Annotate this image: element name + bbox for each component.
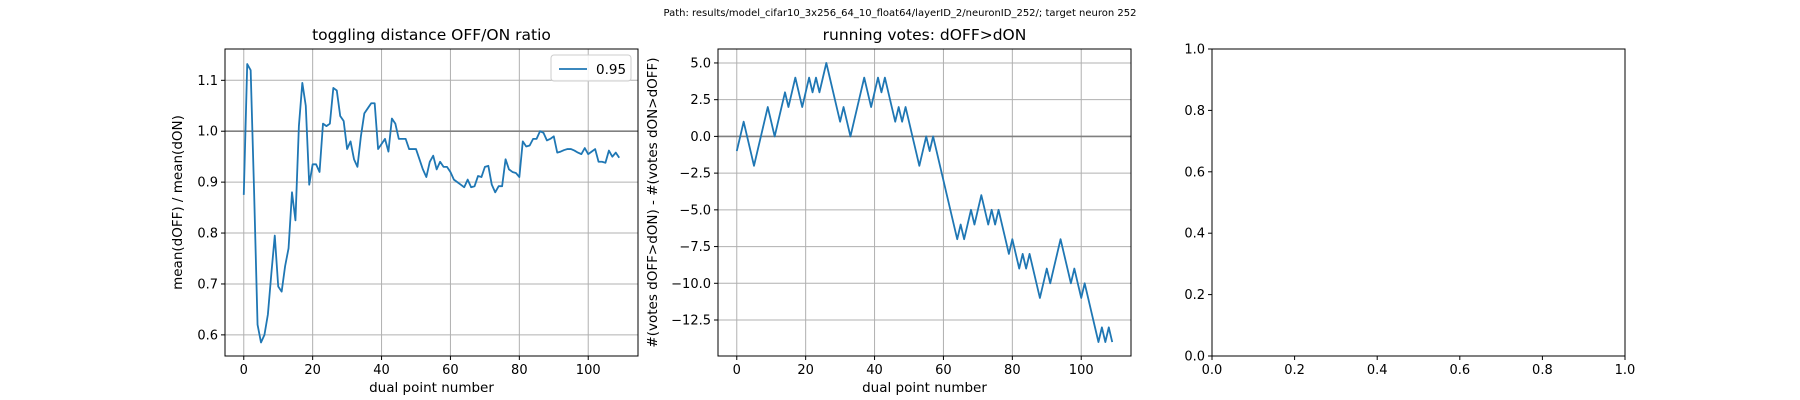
y-axis-label: mean(dOFF) / mean(dON)	[170, 115, 186, 290]
y-tick-label: −2.5	[679, 167, 711, 182]
x-tick-label: 0.0	[1202, 363, 1223, 378]
x-tick-label: 100	[1069, 363, 1094, 378]
x-tick-label: 0.8	[1532, 363, 1553, 378]
x-tick-label: 40	[373, 363, 390, 378]
x-tick-label: 1.0	[1615, 363, 1636, 378]
y-tick-label: −10.0	[671, 277, 711, 292]
x-tick-label: 60	[935, 363, 952, 378]
axes-frame	[717, 48, 1132, 357]
chart-title: running votes: dOFF>dON	[823, 26, 1027, 44]
y-tick-label: 0.8	[1184, 104, 1205, 119]
y-tick-label: 0.6	[197, 328, 218, 343]
x-axis-label: dual point number	[862, 380, 987, 396]
x-tick-label: 20	[304, 363, 321, 378]
x-tick-label: 100	[576, 363, 601, 378]
y-tick-label: 2.5	[690, 93, 711, 108]
axes-frame	[224, 48, 639, 357]
series-line	[735, 62, 1114, 343]
y-tick-label: 1.1	[197, 74, 218, 89]
y-tick-label: 0.2	[1184, 288, 1205, 303]
chart-panel-3: 0.0 0.2 0.4 0.6 0.8 1.0 0.0 0.2 0.4 0.6 0.8 1.0	[1184, 43, 1635, 379]
y-tick-label: −5.0	[679, 203, 711, 218]
series-line	[242, 63, 620, 344]
chart-title: toggling distance OFF/ON ratio	[312, 26, 551, 44]
chart-panel-2: 0 20 40 60 80 100 5.0 2.5 0.0 −2.5 −5.0 −7.5 −10.0 −1…	[645, 26, 1132, 396]
y-tick-label: 1.0	[1184, 43, 1205, 58]
x-tick-label: 40	[866, 363, 883, 378]
y-tick-label: 0.6	[1184, 165, 1205, 180]
chart-panel-1: 0 20 40 60 80 100 0.6 0.7 0.8 0.9 1.0 1.1 toggling d…	[170, 26, 639, 396]
legend-box	[550, 54, 632, 82]
y-tick-label: 0.0	[1184, 350, 1205, 365]
legend: 0.95	[550, 54, 632, 82]
y-tick-label: 0.8	[197, 227, 218, 242]
y-tick-label: 0.7	[197, 277, 218, 292]
y-tick-label: 0.9	[197, 176, 218, 191]
y-axis-label: #(votes dOFF>dON) - #(votes dON>dOFF)	[645, 57, 661, 347]
y-tick-label: 0.0	[690, 130, 711, 145]
legend-label: 0.95	[596, 62, 626, 78]
x-tick-label: 20	[797, 363, 814, 378]
y-tick-label: −7.5	[679, 240, 711, 255]
x-tick-label: 0.6	[1449, 363, 1470, 378]
y-tick-label: 5.0	[690, 56, 711, 71]
figure-suptitle: Path: results/model_cifar10_3x256_64_10_…	[664, 8, 1137, 19]
axes-frame	[1211, 48, 1626, 357]
x-axis-label: dual point number	[369, 380, 494, 396]
y-tick-label: 0.4	[1184, 227, 1205, 242]
x-tick-label: 0.2	[1284, 363, 1305, 378]
x-tick-label: 0	[240, 363, 248, 378]
y-tick-label: 1.0	[197, 125, 218, 140]
x-tick-label: 80	[511, 363, 528, 378]
x-tick-label: 0	[733, 363, 741, 378]
y-tick-label: −12.5	[671, 314, 711, 329]
x-tick-label: 80	[1004, 363, 1021, 378]
x-tick-label: 60	[442, 363, 459, 378]
x-tick-label: 0.4	[1367, 363, 1388, 378]
